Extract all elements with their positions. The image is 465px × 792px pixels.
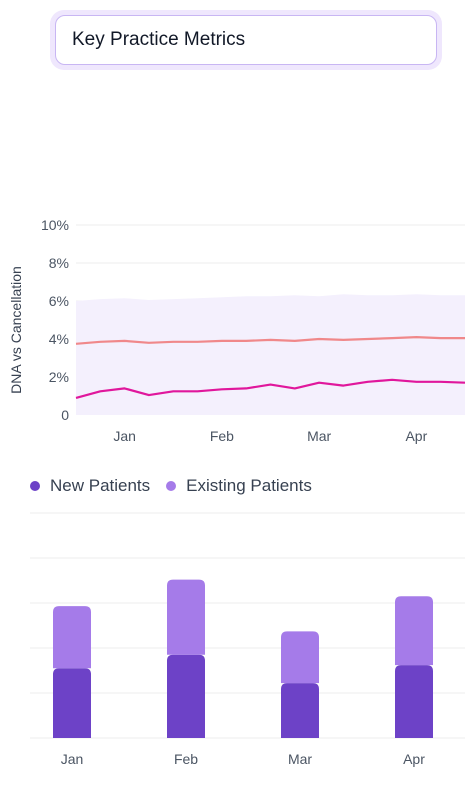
bar-existing-patients-mar[interactable] xyxy=(281,631,319,684)
y-tick-label: 4% xyxy=(49,331,69,347)
bar-new-patients-jan[interactable] xyxy=(53,668,91,738)
page-title: Key Practice Metrics xyxy=(55,15,437,65)
y-axis-label: DNA vs Cancellation xyxy=(8,266,24,394)
x-tick-label: Jan xyxy=(61,751,84,767)
cancellation-line xyxy=(75,336,465,345)
bar-existing-patients-feb[interactable] xyxy=(167,579,205,655)
bar-new-patients-apr[interactable] xyxy=(395,665,433,738)
x-tick-label: Feb xyxy=(210,428,234,444)
legend-label-existing-patients: Existing Patients xyxy=(186,476,312,495)
line-chart-band xyxy=(76,294,465,415)
legend-item-existing-patients[interactable]: Existing Patients xyxy=(166,476,312,496)
x-tick-label: Feb xyxy=(174,751,198,767)
bar-new-patients-feb[interactable] xyxy=(167,654,205,738)
existing-patients-swatch xyxy=(166,481,177,491)
x-tick-label: Mar xyxy=(288,751,312,767)
title-card: Key Practice Metrics xyxy=(50,10,442,70)
y-tick-label: 0 xyxy=(61,407,69,423)
bar-existing-patients-jan[interactable] xyxy=(53,606,91,669)
bar-existing-patients-apr[interactable] xyxy=(395,596,433,666)
legend-item-new-patients[interactable]: New Patients xyxy=(30,476,150,496)
new-patients-swatch xyxy=(30,481,40,491)
dna-vs-cancellation-chart: 0 2% 4% 6% 8% 10% Jan Feb Mar Apr DNA vs Cancell… xyxy=(8,217,465,444)
y-tick-label: 10% xyxy=(41,217,69,233)
legend-label-new-patients: New Patients xyxy=(50,476,151,495)
line-chart-series xyxy=(75,336,465,399)
x-tick-label: Mar xyxy=(307,428,331,444)
y-tick-label: 8% xyxy=(49,255,69,271)
x-tick-label: Jan xyxy=(113,428,136,444)
y-tick-label: 2% xyxy=(49,369,69,385)
bar-chart-x-ticks: Jan Feb Mar Apr xyxy=(61,751,426,767)
range-band xyxy=(76,294,465,415)
legend: New Patients Existing Patients xyxy=(30,476,328,496)
y-tick-label: 6% xyxy=(49,293,69,309)
dna-line xyxy=(75,378,465,399)
x-tick-label: Apr xyxy=(405,428,427,444)
patients-bar-chart: Jan Feb Mar Apr xyxy=(30,512,465,767)
bar-chart-grid xyxy=(30,512,465,739)
x-tick-label: Apr xyxy=(403,751,425,767)
bar-chart-bars xyxy=(53,579,433,738)
line-chart-y-ticks: 0 2% 4% 6% 8% 10% xyxy=(41,217,69,423)
line-chart-x-ticks: Jan Feb Mar Apr xyxy=(113,428,427,444)
bar-new-patients-mar[interactable] xyxy=(281,683,319,738)
